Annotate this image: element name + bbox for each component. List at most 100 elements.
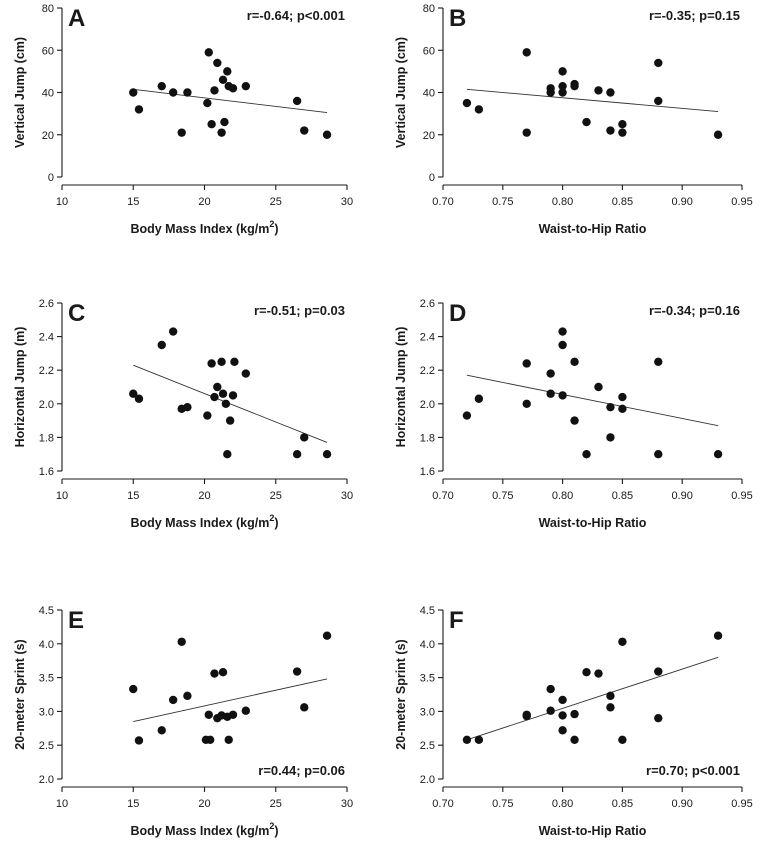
x-axis-title-sup: 2 — [269, 821, 274, 831]
data-point — [606, 88, 615, 97]
x-tick-label: 30 — [341, 490, 353, 502]
y-tick-label: 2.0 — [39, 399, 54, 411]
data-point — [322, 130, 332, 139]
data-point — [221, 399, 231, 408]
y-tick-label: 2.0 — [420, 399, 435, 411]
data-point — [220, 117, 229, 127]
x-tick-label: 0.75 — [492, 196, 513, 208]
data-point — [606, 433, 615, 442]
data-point — [618, 735, 627, 744]
data-point — [474, 394, 484, 403]
panel-letter: A — [68, 5, 85, 32]
correlation-stat: r=-0.34; p=0.16 — [649, 303, 740, 318]
data-point — [606, 126, 615, 135]
data-point — [210, 86, 219, 95]
data-point — [300, 703, 309, 712]
x-tick-label: 0.90 — [671, 798, 692, 810]
data-point — [129, 684, 138, 694]
data-point — [157, 726, 166, 735]
data-point — [570, 709, 579, 719]
data-point — [546, 706, 555, 715]
data-point — [241, 706, 251, 715]
data-point — [210, 392, 219, 402]
x-tick-label: 0.70 — [432, 490, 453, 502]
data-point — [168, 327, 178, 336]
data-point — [713, 631, 723, 640]
y-tick-label: 4.0 — [420, 639, 435, 651]
data-point — [558, 67, 567, 76]
regression-line — [133, 88, 328, 114]
correlation-stat: r=-0.35; p=0.15 — [649, 8, 740, 23]
data-point — [129, 389, 138, 398]
y-tick-label: 80 — [42, 3, 54, 15]
chart-panel-f: 2.0 2.5 3.0 3.5 4.0 4.5 0.70 0.75 0.80 0.85 0.90 0.… — [394, 605, 753, 838]
y-tick-label: 1.8 — [39, 432, 54, 444]
data-point — [225, 416, 235, 425]
chart-panel-b: 0 20 40 60 80 0.70 0.75 0.80 0.85 0.90 0.95 B r=-0.3… — [394, 3, 753, 236]
y-tick-label: 20 — [423, 130, 435, 142]
data-point — [213, 382, 222, 392]
y-tick-label: 3.5 — [420, 673, 435, 685]
data-point — [654, 450, 663, 459]
regression-line — [466, 374, 719, 427]
y-axis-title: Vertical Jump (cm) — [13, 37, 27, 148]
y-tick-label: 2.5 — [39, 740, 54, 752]
x-axis-title-end: ) — [274, 516, 278, 530]
data-point — [570, 416, 579, 425]
data-point — [207, 119, 216, 129]
data-point — [241, 369, 251, 378]
y-tick-label: 2.6 — [39, 298, 54, 310]
data-point — [228, 391, 238, 400]
data-point — [474, 105, 484, 114]
x-axis-title: Waist-to-Hip Ratio — [539, 824, 647, 838]
data-point — [224, 735, 233, 744]
data-point — [558, 391, 567, 400]
y-tick-label: 2.6 — [420, 298, 435, 310]
data-point — [546, 84, 555, 93]
data-point — [474, 735, 484, 744]
data-point — [134, 394, 144, 403]
data-point — [522, 399, 531, 408]
x-tick-label: 0.90 — [671, 490, 692, 502]
y-tick-label: 2.0 — [39, 774, 54, 786]
data-point — [213, 58, 222, 68]
x-tick-label: 15 — [127, 490, 139, 502]
data-point — [546, 389, 555, 398]
panel-letter: E — [68, 607, 84, 634]
regression-line — [133, 678, 328, 722]
x-tick-label: 20 — [198, 196, 210, 208]
data-point — [558, 88, 567, 97]
data-point — [606, 703, 615, 712]
x-tick-label: 0.95 — [731, 196, 752, 208]
x-axis-title: Waist-to-Hip Ratio — [539, 222, 647, 236]
correlation-stat: r=0.44; p=0.06 — [258, 763, 345, 778]
data-point — [203, 98, 212, 108]
x-tick-label: 25 — [270, 490, 282, 502]
data-point — [546, 369, 555, 378]
x-tick-label: 0.80 — [552, 196, 573, 208]
x-tick-label: 25 — [270, 798, 282, 810]
x-axis-title: Body Mass Index (kg/m2) — [130, 219, 278, 236]
data-point — [522, 48, 531, 57]
data-point — [582, 450, 591, 459]
x-tick-label: 0.85 — [612, 196, 633, 208]
data-point — [177, 128, 186, 137]
y-tick-label: 4.0 — [39, 639, 54, 651]
data-point — [462, 411, 472, 420]
data-point — [594, 382, 603, 392]
y-tick-label: 1.8 — [420, 432, 435, 444]
x-tick-label: 0.75 — [492, 490, 513, 502]
x-tick-label: 15 — [127, 798, 139, 810]
data-point — [300, 126, 309, 135]
data-point — [618, 637, 627, 646]
panel-letter: C — [68, 300, 85, 327]
x-tick-label: 30 — [341, 798, 353, 810]
data-point — [177, 637, 186, 646]
chart-panel-d: 1.6 1.8 2.0 2.2 2.4 2.6 0.70 0.75 0.80 0.85 0.90 0.… — [394, 298, 753, 530]
data-point — [582, 117, 591, 127]
data-point — [228, 710, 238, 719]
data-point — [558, 726, 567, 735]
x-axis-title-main: Waist-to-Hip Ratio — [539, 824, 647, 838]
x-axis-title: Body Mass Index (kg/m2) — [130, 513, 278, 530]
